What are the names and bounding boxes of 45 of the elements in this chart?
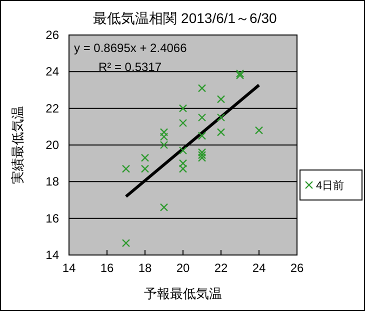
y-axis-title: 実績最低気温 bbox=[10, 106, 25, 184]
y-tick-label: 24 bbox=[46, 64, 60, 79]
point bbox=[160, 132, 168, 141]
point bbox=[254, 126, 264, 134]
x-tick-label: 22 bbox=[214, 261, 228, 275]
x-tick-label: 26 bbox=[290, 261, 304, 275]
x-tick-label: 20 bbox=[176, 261, 190, 275]
x-axis-title: 予報最低気温 bbox=[144, 286, 222, 301]
point bbox=[236, 69, 244, 78]
x-tick-label: 18 bbox=[138, 261, 152, 275]
y-tick-label: 20 bbox=[46, 138, 60, 152]
y-tick-label: 18 bbox=[46, 174, 60, 189]
point bbox=[122, 164, 130, 173]
point bbox=[178, 104, 188, 112]
x-tick-label: 16 bbox=[100, 261, 114, 275]
point bbox=[178, 146, 188, 155]
y-tick-label: 14 bbox=[46, 248, 60, 262]
chart-title: 最低気温相関 2013/6/1～6/30 bbox=[93, 10, 278, 26]
point bbox=[178, 159, 188, 168]
annotation: y = 0.8695x + 2.4066 bbox=[74, 41, 188, 55]
y-tick-label: 16 bbox=[46, 211, 60, 226]
point bbox=[198, 84, 206, 92]
point bbox=[140, 154, 150, 162]
point bbox=[178, 118, 188, 128]
y-tick-label: 26 bbox=[46, 28, 60, 42]
point bbox=[140, 164, 150, 173]
y-tick-label: 22 bbox=[46, 101, 60, 116]
point bbox=[216, 128, 226, 136]
point bbox=[198, 154, 206, 162]
x-tick-label: 14 bbox=[62, 261, 76, 275]
point bbox=[236, 71, 244, 80]
x-tick-label: 24 bbox=[252, 261, 266, 275]
point bbox=[160, 140, 168, 150]
point bbox=[198, 150, 206, 160]
point bbox=[198, 113, 206, 122]
point bbox=[160, 128, 168, 136]
annotation: R² = 0.5317 bbox=[98, 60, 162, 74]
point bbox=[178, 164, 188, 173]
point bbox=[216, 95, 226, 104]
point bbox=[198, 132, 206, 140]
point bbox=[160, 203, 168, 212]
point bbox=[216, 113, 226, 122]
point bbox=[122, 238, 130, 248]
point bbox=[198, 148, 206, 156]
legend-label: 4日前 bbox=[316, 180, 344, 192]
